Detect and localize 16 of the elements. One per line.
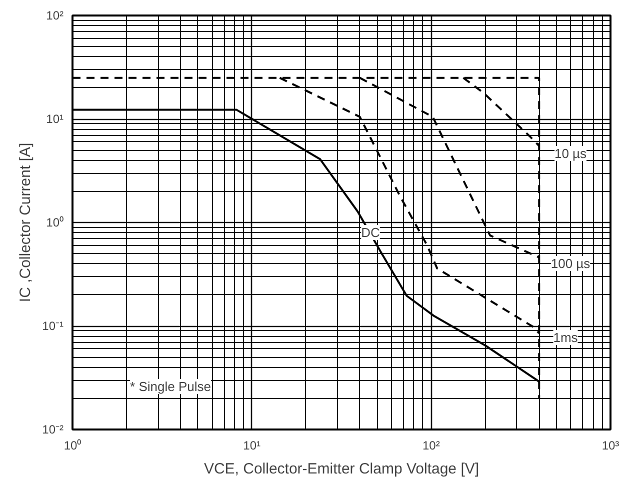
x-tick-label: 10² xyxy=(422,438,440,452)
annotation: * Single Pulse xyxy=(130,379,211,394)
y-tick-label: 10⁰ xyxy=(46,216,64,230)
x-tick-label: 10⁰ xyxy=(64,438,82,452)
x-tick-label: 10¹ xyxy=(243,438,261,452)
y-axis-title: IC ,Collector Current [A] xyxy=(17,142,34,302)
y-tick-label: 10¹ xyxy=(46,112,64,126)
x-axis-title: VCE, Collector-Emitter Clamp Voltage [V] xyxy=(204,460,480,478)
annotation: 100 µs xyxy=(550,256,591,271)
y-tick-label: 10² xyxy=(46,8,64,22)
annotation: 1ms xyxy=(553,330,578,345)
annotation: DC xyxy=(361,225,380,240)
y-tick-label: 10⁻¹ xyxy=(42,319,64,333)
annotation: 10 µs xyxy=(554,146,588,161)
y-tick-label: 10⁻² xyxy=(42,422,64,436)
x-tick-label: 10³ xyxy=(602,438,620,452)
